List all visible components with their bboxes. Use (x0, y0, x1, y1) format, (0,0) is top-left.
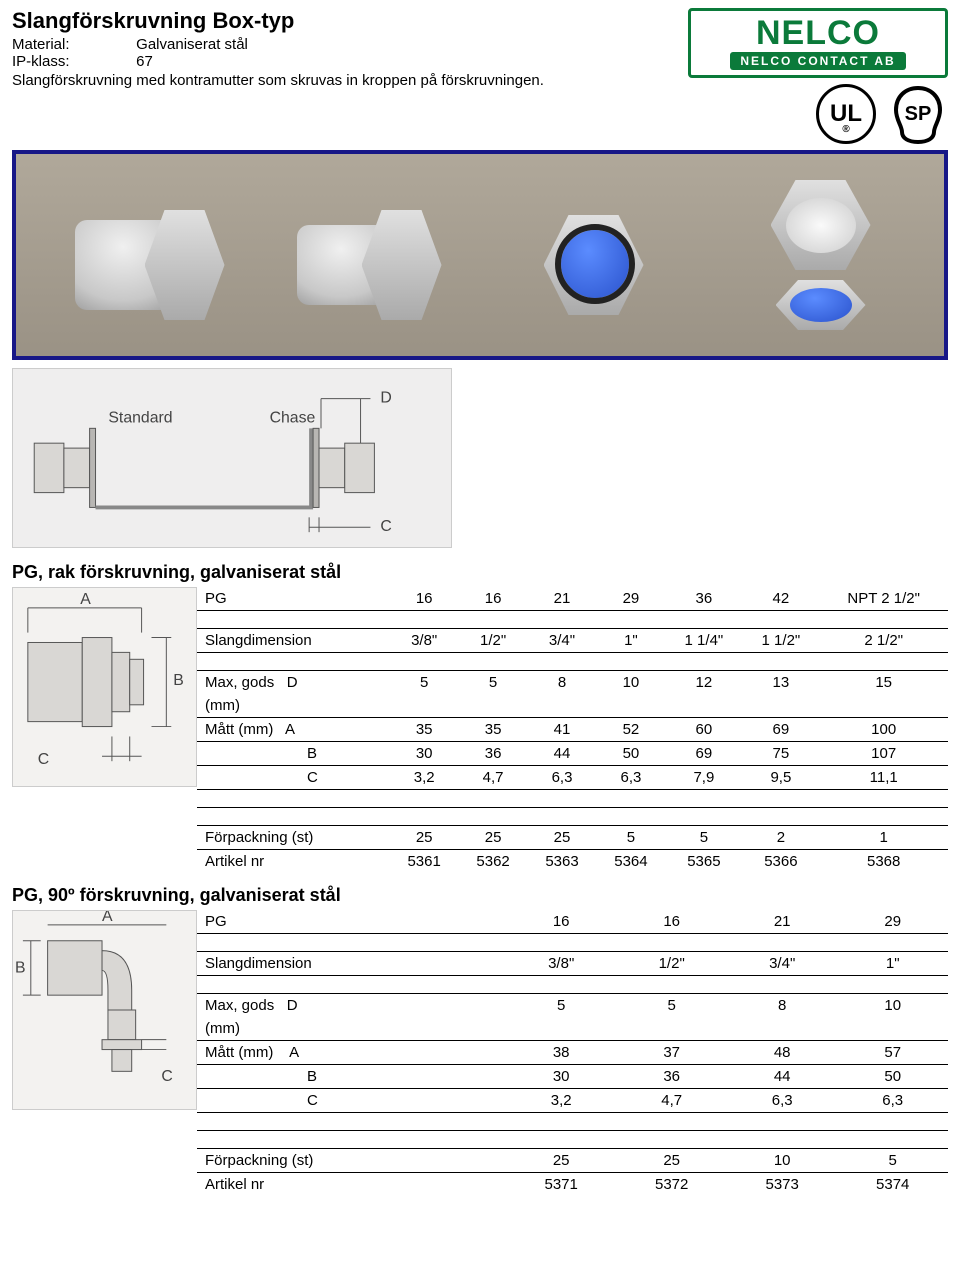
table-row: Artikel nr 5361 5362 5363 5364 5365 5366… (197, 850, 948, 874)
nelco-logo: NELCO NELCO CONTACT AB (688, 8, 948, 78)
material-line: Material: Galvaniserat stål (12, 36, 688, 53)
section2-heading: PG, 90º förskruvning, galvaniserat stål (12, 885, 948, 906)
fitting-4 (746, 180, 896, 330)
table-row: Förpackning (st) 25 25 25 5 5 2 1 (197, 826, 948, 850)
ul-mark-icon: UL (816, 84, 876, 144)
table-row: Artikel nr 5371 5372 5373 5374 (197, 1173, 948, 1197)
table-row: B 30 36 44 50 (197, 1065, 948, 1089)
svg-text:D: D (380, 390, 391, 407)
cell-label: PG (197, 587, 390, 611)
section2-block: A B C PG 16 16 21 29 Slangdimension 3/8" (12, 910, 948, 1196)
table-row: Slangdimension 3/8" 1/2" 3/4" 1" (197, 952, 948, 976)
svg-text:Standard: Standard (108, 409, 172, 426)
table-section1: PG 16 16 21 29 36 42 NPT 2 1/2" Slangdim… (197, 587, 948, 873)
table-row: Max, gods D 5 5 8 10 (197, 994, 948, 1018)
section1-heading: PG, rak förskruvning, galvaniserat stål (12, 562, 948, 583)
ipclass-value: 67 (136, 53, 153, 70)
svg-text:C: C (38, 751, 49, 768)
material-value: Galvaniserat stål (136, 36, 248, 53)
cert-row: UL SP (816, 84, 948, 144)
fitting-1 (65, 180, 215, 330)
drawing-90deg: A B C (12, 910, 197, 1110)
page-title: Slangförskruvning Box-typ (12, 8, 688, 34)
table-row: C 3,2 4,7 6,3 6,3 7,9 9,5 11,1 (197, 766, 948, 790)
table-row: C 3,2 4,7 6,3 6,3 (197, 1089, 948, 1113)
header-left: Slangförskruvning Box-typ Material: Galv… (12, 8, 688, 89)
description: Slangförskruvning med kontramutter som s… (12, 72, 688, 89)
svg-text:B: B (173, 672, 184, 689)
nelco-brand: NELCO (756, 16, 880, 50)
section1-block: A B C PG 16 16 21 29 36 42 NPT 2 1/2" (12, 587, 948, 873)
fitting-3 (519, 180, 669, 330)
table-row: Mått (mm) A 38 37 48 57 (197, 1041, 948, 1065)
svg-text:C: C (161, 1068, 172, 1085)
table-row: PG 16 16 21 29 36 42 NPT 2 1/2" (197, 587, 948, 611)
logo-area: NELCO NELCO CONTACT AB UL SP (688, 8, 948, 144)
table-row: Förpackning (st) 25 25 10 5 (197, 1149, 948, 1173)
table-row: B 30 36 44 50 69 75 107 (197, 742, 948, 766)
svg-text:Chase: Chase (270, 409, 316, 426)
product-photo (12, 150, 948, 360)
svg-text:SP: SP (905, 103, 932, 125)
table-row: Max, gods D 5 5 8 10 12 13 15 (197, 671, 948, 695)
svg-text:A: A (80, 591, 91, 608)
nelco-subtitle: NELCO CONTACT AB (730, 52, 905, 70)
header-row: Slangförskruvning Box-typ Material: Galv… (12, 8, 948, 144)
svg-text:B: B (15, 959, 26, 976)
table-row: (mm) (197, 694, 948, 718)
csa-mark-icon: SP (888, 84, 948, 144)
svg-text:A: A (102, 911, 113, 925)
fitting-2 (292, 180, 442, 330)
table-section2: PG 16 16 21 29 Slangdimension 3/8" 1/2" … (197, 910, 948, 1196)
table-row: (mm) (197, 1017, 948, 1041)
ipclass-label: IP-klass: (12, 53, 132, 70)
svg-text:C: C (380, 518, 391, 535)
table-row: Slangdimension 3/8" 1/2" 3/4" 1" 1 1/4" … (197, 629, 948, 653)
ipclass-line: IP-klass: 67 (12, 53, 688, 70)
ul-text: UL (830, 100, 862, 128)
table-row: Mått (mm) A 35 35 41 52 60 69 100 (197, 718, 948, 742)
material-label: Material: (12, 36, 132, 53)
mounting-diagram: D C Standard Chase (12, 368, 452, 548)
drawing-straight: A B C (12, 587, 197, 787)
table-row: PG 16 16 21 29 (197, 910, 948, 934)
